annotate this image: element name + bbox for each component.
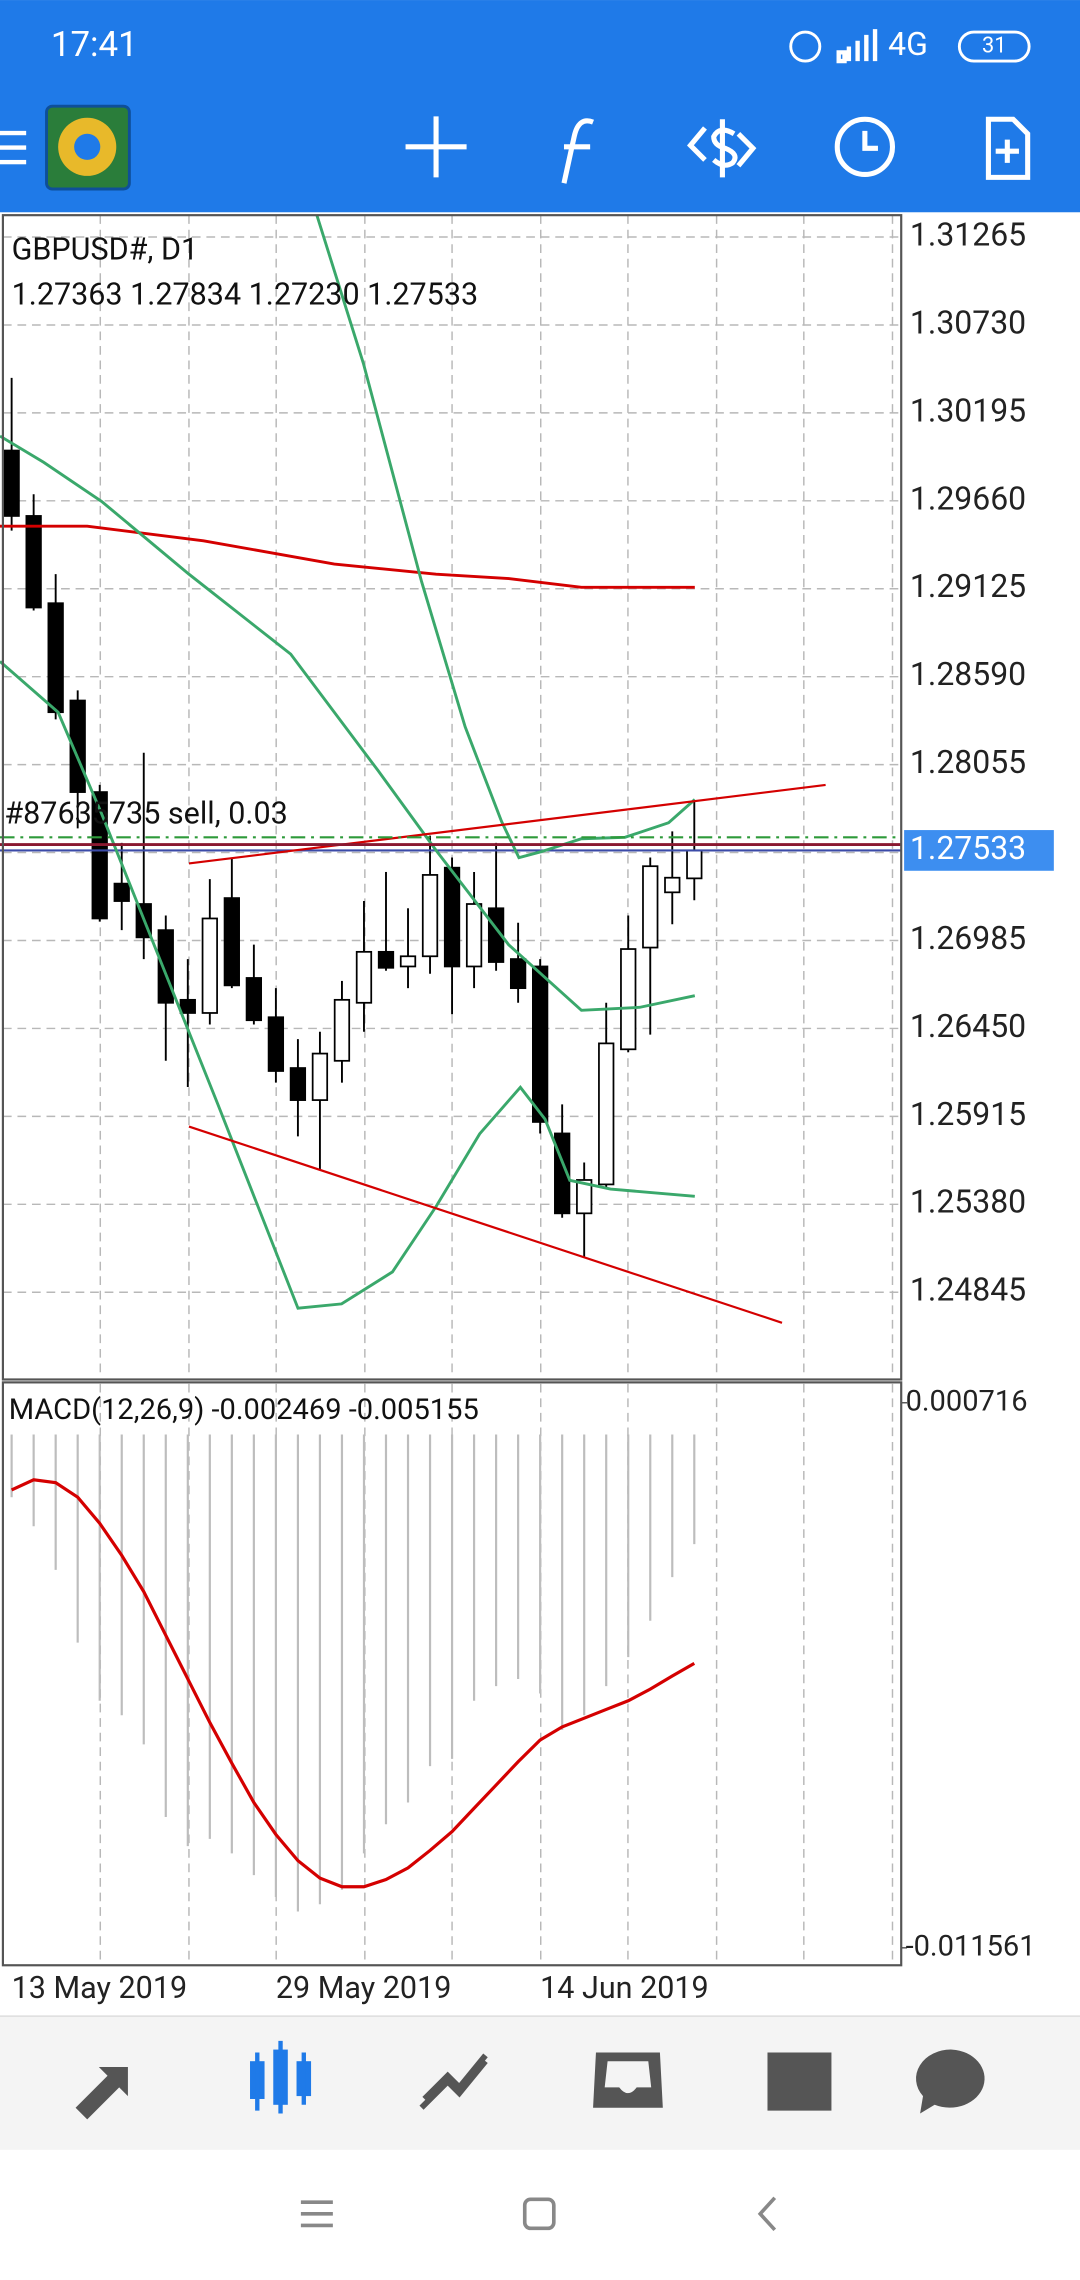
y-tick-label: 1.28055 bbox=[910, 743, 1026, 781]
candle-body bbox=[47, 602, 64, 714]
system-home[interactable] bbox=[522, 2197, 556, 2231]
candle-body bbox=[465, 903, 483, 968]
trade-tab[interactable] bbox=[419, 2053, 488, 2110]
indicator-lines bbox=[0, 214, 902, 1324]
system-menu[interactable] bbox=[300, 2200, 333, 2228]
candle-body bbox=[245, 977, 263, 1022]
quotes-tab[interactable] bbox=[75, 2067, 128, 2120]
y-tick-label: 1.30730 bbox=[910, 303, 1026, 341]
y-tick-label: 1.28590 bbox=[910, 655, 1026, 693]
candle-body bbox=[179, 998, 196, 1014]
candle-body bbox=[509, 958, 527, 990]
grid bbox=[99, 215, 894, 1966]
candle-body bbox=[267, 1016, 285, 1072]
y-tick-label: -0.011561 bbox=[906, 1929, 1036, 1963]
macd-title: MACD(12,26,9) -0.002469 -0.005155 bbox=[9, 1393, 479, 1427]
candle-body bbox=[576, 1179, 593, 1215]
candle-body bbox=[642, 865, 659, 949]
x-tick-label: 13 May 2019 bbox=[12, 1971, 187, 2006]
signal-line bbox=[10, 1478, 696, 1889]
candle-body bbox=[113, 882, 130, 902]
system-back[interactable] bbox=[757, 2196, 777, 2232]
chart-tab[interactable] bbox=[250, 2040, 312, 2114]
network-type: 4G bbox=[888, 25, 928, 63]
status-icons bbox=[789, 29, 1031, 64]
candle-body bbox=[333, 998, 351, 1062]
battery-level: 31 bbox=[982, 33, 1007, 58]
x-tick-label: 14 Jun 2019 bbox=[540, 1971, 709, 2006]
y-tick-label: 1.25915 bbox=[910, 1095, 1026, 1133]
candle-body bbox=[355, 950, 373, 1004]
candle-body bbox=[620, 948, 637, 1051]
ohlc-readout: 1.27363 1.27834 1.27230 1.27533 bbox=[12, 278, 479, 313]
new-order-button[interactable] bbox=[985, 116, 1031, 180]
bottom-nav bbox=[0, 2016, 1080, 2150]
crosshair-button[interactable] bbox=[405, 116, 467, 178]
candle-body bbox=[157, 929, 174, 1004]
moving-average bbox=[0, 524, 695, 589]
timeframe-button[interactable] bbox=[834, 116, 896, 178]
candle-body bbox=[25, 515, 42, 609]
candle-body bbox=[598, 1042, 615, 1186]
history-tab[interactable] bbox=[593, 2052, 663, 2108]
lower-band bbox=[0, 660, 695, 1310]
x-tick-label: 29 May 2019 bbox=[276, 1971, 452, 2006]
y-tick-label: 1.26985 bbox=[910, 919, 1026, 957]
candle-body bbox=[3, 449, 20, 517]
candle-body bbox=[311, 1052, 329, 1101]
candle-body bbox=[289, 1067, 307, 1101]
middle-band bbox=[0, 434, 696, 1012]
app-logo[interactable] bbox=[45, 104, 131, 191]
candle-body bbox=[399, 955, 417, 968]
candle-body bbox=[421, 874, 439, 958]
y-tick-label: 1.31265 bbox=[910, 215, 1026, 253]
candle-body bbox=[532, 965, 549, 1123]
candle-body bbox=[377, 950, 395, 969]
menu-button[interactable] bbox=[0, 130, 27, 165]
symbols-button[interactable] bbox=[687, 119, 757, 178]
candle-body bbox=[664, 876, 681, 894]
candle-body bbox=[91, 791, 108, 920]
y-tick-label: 1.29125 bbox=[910, 567, 1026, 605]
app-bar bbox=[0, 0, 1080, 213]
trendline-upper bbox=[188, 783, 826, 865]
chat-tab[interactable] bbox=[916, 2049, 985, 2114]
y-tick-label: 0.000716 bbox=[906, 1384, 1028, 1418]
candle-body bbox=[223, 897, 240, 987]
y-tick-label: 1.25380 bbox=[910, 1183, 1026, 1221]
price-pane: 1.31265 1.30730 1.30195 1.29660 1.29125 1.285… bbox=[0, 215, 1054, 2006]
y-tick-label: 1.26450 bbox=[910, 1007, 1026, 1045]
trendline-lower bbox=[188, 1125, 783, 1324]
upper-band bbox=[315, 214, 696, 860]
current-price-label: 1.27533 bbox=[910, 829, 1026, 867]
frames bbox=[1, 214, 903, 1967]
candle-body bbox=[443, 866, 461, 968]
y-tick-label: 1.29660 bbox=[910, 479, 1026, 517]
indicators-button[interactable] bbox=[561, 118, 594, 184]
news-tab[interactable] bbox=[767, 2052, 832, 2111]
current-price-box bbox=[904, 830, 1054, 871]
macd-pane: 0.000716 -0.011561 bbox=[10, 1384, 1036, 1963]
y-tick-label: 1.24845 bbox=[910, 1271, 1026, 1309]
y-tick-label: 1.30195 bbox=[910, 391, 1026, 429]
symbol-title: GBPUSD#, D1 bbox=[12, 233, 199, 268]
status-time: 17:41 bbox=[51, 24, 138, 65]
candle-body bbox=[686, 849, 703, 880]
candle-body bbox=[201, 917, 218, 1014]
order-label: #87635735 sell, 0.03 bbox=[4, 797, 287, 832]
